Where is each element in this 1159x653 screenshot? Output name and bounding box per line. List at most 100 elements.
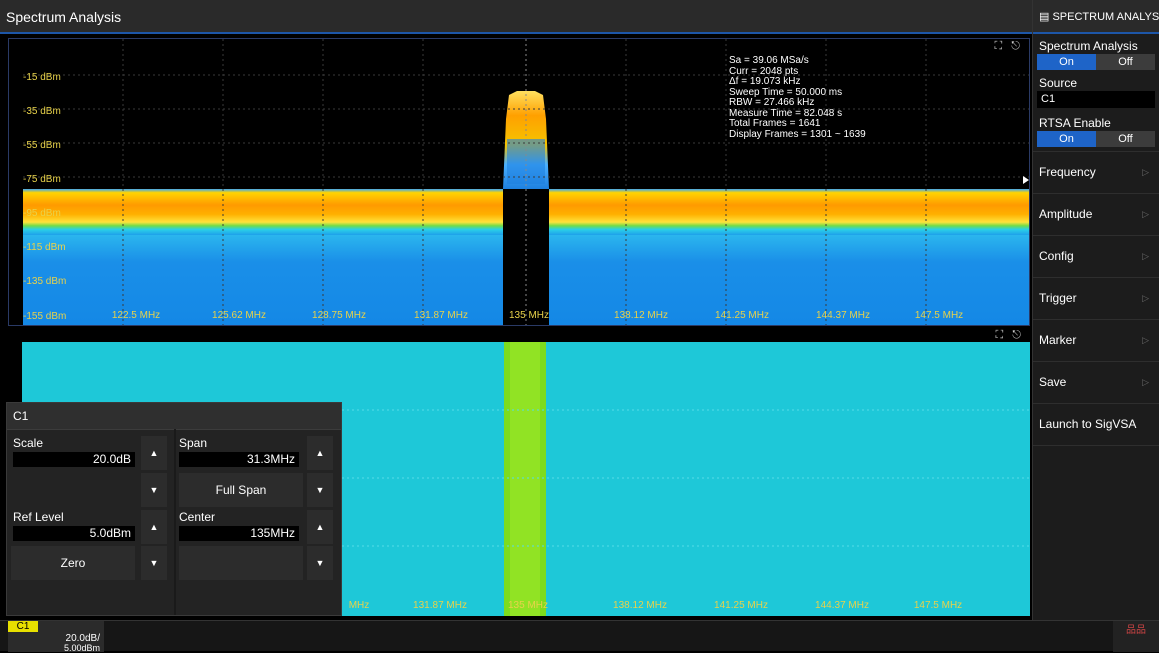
info-line: Total Frames = 1641: [729, 118, 821, 129]
ref-level-label: Ref Level: [13, 510, 64, 524]
y-label: -115 dBm: [23, 242, 66, 253]
ref-level-up-button[interactable]: ▲: [141, 510, 167, 544]
right-panel: ▤ SPECTRUM ANALYSIS Spectrum Analysis On…: [1032, 0, 1159, 620]
channel-ref: 5.00dBm: [63, 643, 100, 653]
menu-frequency[interactable]: Frequency ▷: [1033, 151, 1159, 193]
panel-icon: ▤: [1039, 11, 1053, 23]
full-span-button[interactable]: Full Span: [179, 473, 303, 507]
x-label: 122.5 MHz: [111, 310, 161, 321]
info-line: Display Frames = 1301 ~ 1639: [729, 128, 866, 140]
measurement-info: Sa = 39.06 MSa/s Curr = 2048 pts Δf = 19…: [729, 55, 866, 140]
menu-trigger[interactable]: Trigger ▷: [1033, 277, 1159, 319]
marker-arrow-icon: [1023, 176, 1029, 184]
chevron-right-icon: ▷: [1142, 209, 1149, 219]
menu-amplitude[interactable]: Amplitude ▷: [1033, 193, 1159, 235]
span-field[interactable]: 31.3MHz: [179, 452, 299, 467]
span-label: Span: [179, 436, 208, 450]
title-bar: Spectrum Analysis: [0, 0, 1032, 34]
menu-launch-sigvsa[interactable]: Launch to SigVSA: [1033, 403, 1159, 446]
x-label: 144.37 MHz: [815, 600, 869, 611]
spectrum-analysis-on[interactable]: On: [1037, 54, 1096, 70]
x-label: 144.37 MHz: [816, 310, 870, 321]
center-field[interactable]: 135MHz: [179, 526, 299, 541]
y-label: -155 dBm: [23, 311, 67, 322]
y-label: -35 dBm: [23, 106, 61, 117]
ref-level-down-button[interactable]: ▼: [141, 546, 167, 580]
scale-down-button[interactable]: ▼: [141, 473, 167, 507]
chevron-right-icon: ▷: [1142, 377, 1149, 387]
center-up-button[interactable]: ▲: [307, 510, 333, 544]
scale-label: Scale: [13, 436, 44, 450]
x-label: 131.87 MHz: [413, 600, 467, 611]
y-label: -95 dBm: [23, 208, 61, 219]
ref-level-field[interactable]: 5.0dBm: [13, 526, 135, 541]
noise-band-left: [23, 189, 503, 235]
waterfall-signal-core: [510, 342, 540, 616]
x-label: 128.75 MHz: [312, 310, 366, 321]
x-label: MHz: [348, 600, 370, 611]
chevron-right-icon: ▷: [1142, 293, 1149, 303]
menu-save[interactable]: Save ▷: [1033, 361, 1159, 403]
info-line: Curr = 2048 pts: [729, 65, 799, 77]
chevron-right-icon: ▷: [1142, 335, 1149, 345]
dialog-title: C1: [7, 403, 341, 430]
x-label: 125.62 MHz: [212, 310, 266, 321]
y-label: -55 dBm: [23, 140, 61, 151]
info-line: Sweep Time = 50.000 ms: [729, 86, 843, 98]
chevron-right-icon: ▷: [1142, 167, 1149, 177]
scale-field[interactable]: 20.0dB: [13, 452, 135, 467]
bottom-bar: C1 20.0dB/ 5.00dBm 品品: [0, 620, 1159, 653]
x-label: 131.87 MHz: [414, 310, 468, 321]
y-label: -75 dBm: [23, 174, 61, 185]
window-title: Spectrum Analysis: [6, 9, 122, 25]
plot-corner-icons[interactable]: ⛶ ⎋: [994, 40, 1023, 52]
span-up-button[interactable]: ▲: [307, 436, 333, 470]
zero-button[interactable]: Zero: [11, 546, 135, 580]
info-line: Δf = 19.073 kHz: [729, 76, 801, 87]
rtsa-label: RTSA Enable: [1039, 116, 1111, 130]
x-label: 135 MHz: [507, 600, 549, 611]
noise-band-right: [549, 189, 1029, 235]
center-down-button[interactable]: ▼: [307, 546, 333, 580]
x-label: 147.5 MHz: [914, 310, 964, 321]
y-label: -15 dBm: [23, 72, 61, 83]
spectrum-plot[interactable]: ⛶ ⎋ -15 dBm -35 dBm -55 dBm -75 dBm -95 …: [8, 38, 1030, 326]
y-label: -135 dBm: [23, 276, 67, 287]
rtsa-on[interactable]: On: [1037, 131, 1096, 147]
info-line: Sa = 39.06 MSa/s: [729, 55, 809, 66]
spectrum-analysis-off[interactable]: Off: [1096, 54, 1155, 70]
x-label: 147.5 MHz: [913, 600, 963, 611]
channel-dialog: C1 Scale 20.0dB ▲ ▼ Span 31.3MHz ▲ Full …: [6, 402, 342, 616]
channel-scale: 20.0dB/: [65, 633, 100, 644]
rtsa-toggle[interactable]: On Off: [1037, 131, 1155, 147]
network-status-icon[interactable]: 品品: [1113, 621, 1159, 652]
spectrum-graphic: [23, 39, 1029, 325]
menu-config[interactable]: Config ▷: [1033, 235, 1159, 277]
x-label: 138.12 MHz: [614, 310, 668, 321]
x-label: 135 MHz: [508, 310, 550, 321]
waterfall-grid: [22, 409, 1030, 547]
x-label: 138.12 MHz: [613, 600, 667, 611]
source-label: Source: [1039, 76, 1078, 90]
chevron-right-icon: ▷: [1142, 251, 1149, 261]
center-label: Center: [179, 510, 216, 524]
waterfall-corner-icons[interactable]: ⛶ ⎋: [995, 329, 1024, 341]
info-line: RBW = 27.466 kHz: [729, 97, 815, 108]
span-down-button[interactable]: ▼: [307, 473, 333, 507]
center-blank-button[interactable]: [179, 546, 303, 580]
spectrum-analysis-toggle[interactable]: On Off: [1037, 54, 1155, 70]
scale-up-button[interactable]: ▲: [141, 436, 167, 470]
info-line: Measure Time = 82.048 s: [729, 107, 843, 119]
noise-low-right: [549, 235, 1029, 325]
channel-tag: C1: [8, 621, 38, 632]
signal-gap: [503, 189, 549, 325]
panel-title: ▤ SPECTRUM ANALYSIS: [1033, 0, 1159, 34]
menu-marker[interactable]: Marker ▷: [1033, 319, 1159, 361]
dialog-divider: [174, 429, 176, 615]
x-label: 141.25 MHz: [715, 310, 769, 321]
source-select[interactable]: C1: [1037, 91, 1155, 108]
rtsa-off[interactable]: Off: [1096, 131, 1155, 147]
channel-c1-info[interactable]: C1 20.0dB/ 5.00dBm: [8, 621, 104, 653]
spectrum-analysis-label: Spectrum Analysis: [1039, 39, 1138, 53]
x-label: 141.25 MHz: [714, 600, 768, 611]
